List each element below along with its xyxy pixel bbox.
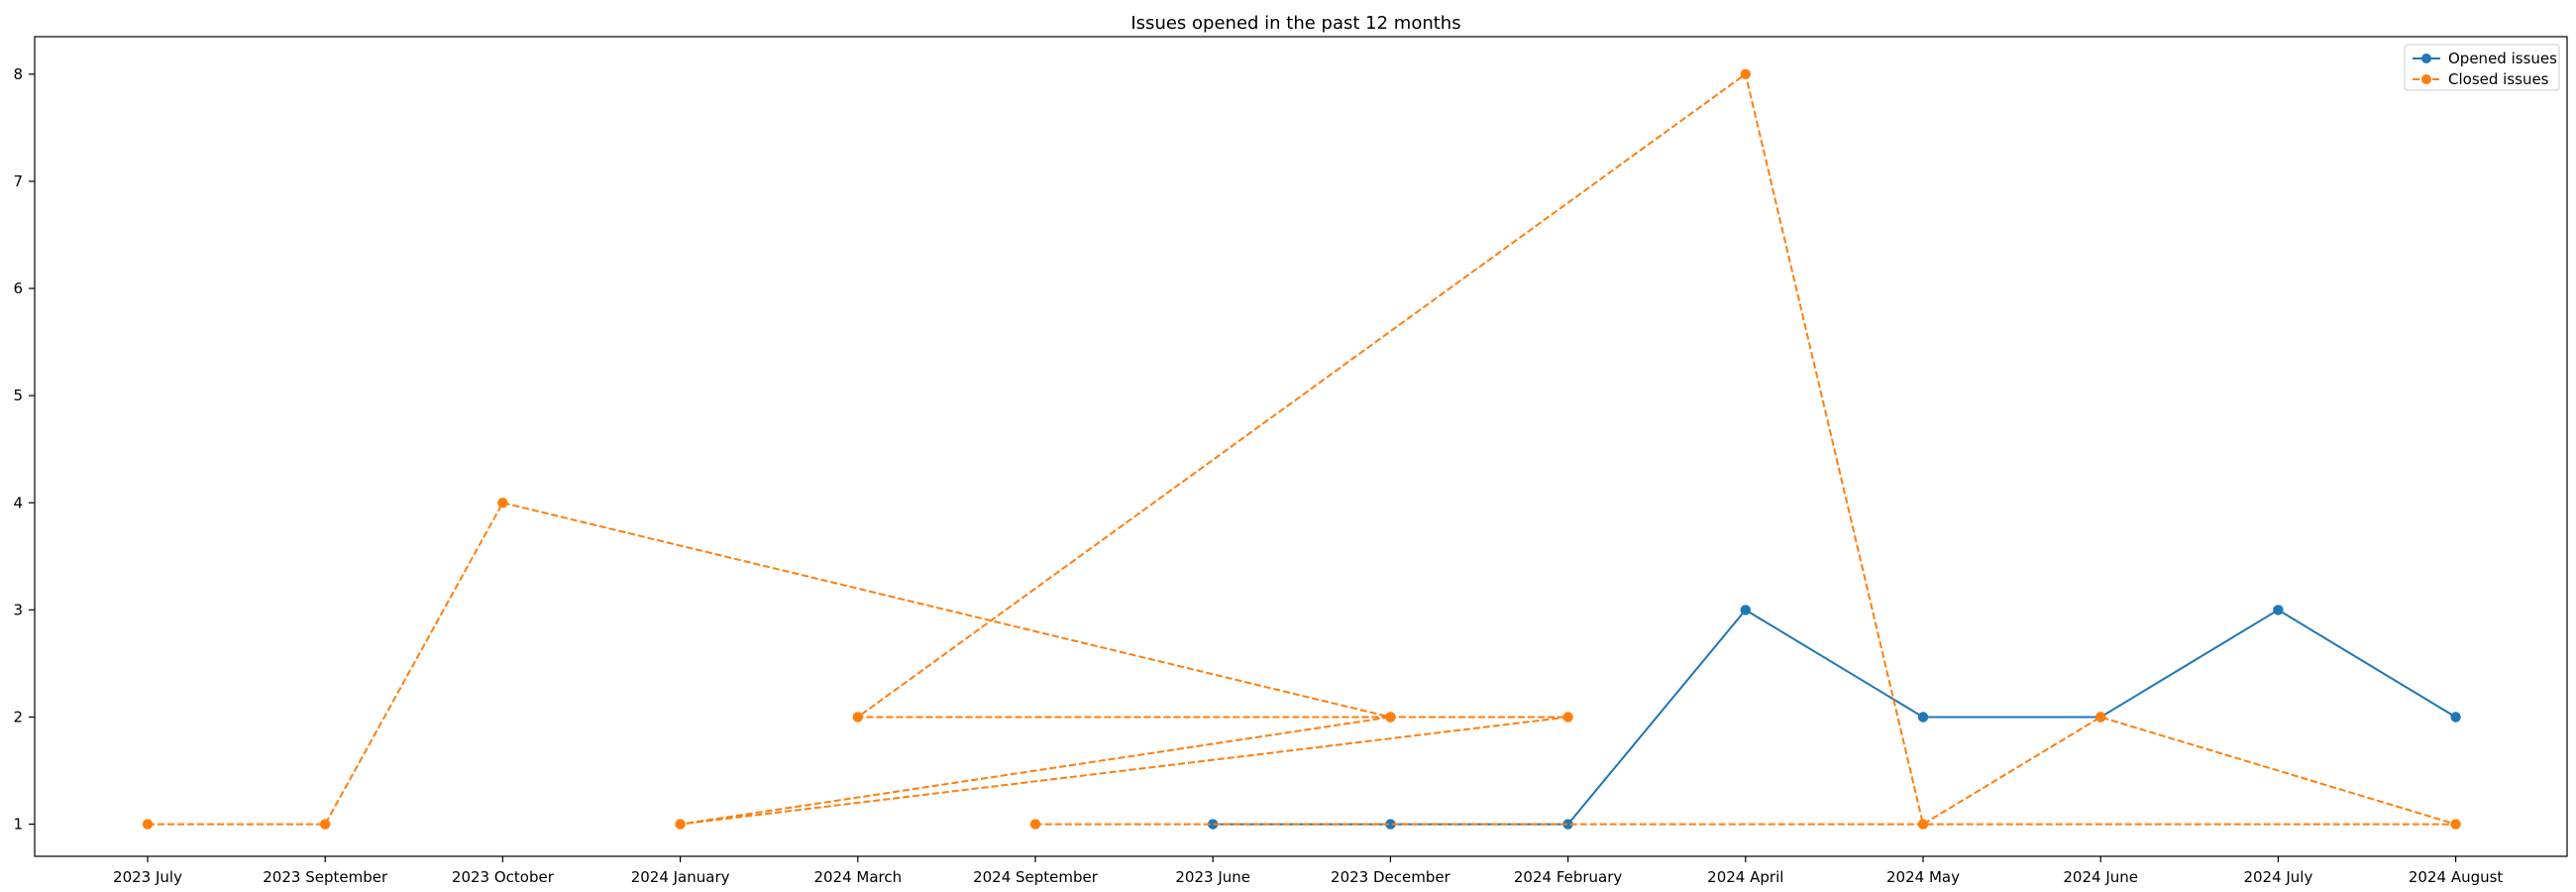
legend-box: [2404, 44, 2560, 91]
data-point-closed-issues: [675, 819, 686, 830]
legend: Opened issues Closed issues: [2404, 44, 2560, 91]
data-point-closed-issues: [2095, 712, 2106, 723]
legend-label: Closed issues: [2448, 70, 2549, 88]
data-point-closed-issues: [2450, 819, 2461, 830]
data-point-closed-issues: [497, 498, 508, 508]
data-point-closed-issues: [852, 712, 863, 723]
y-tick-label: 4: [13, 494, 23, 511]
legend-entry-opened-issues: Opened issues: [2413, 50, 2557, 67]
data-point-opened-issues: [1740, 605, 1752, 615]
x-tick-label: 2024 September: [973, 868, 1099, 886]
series-layer: [142, 68, 2461, 830]
y-tick-label: 6: [13, 279, 23, 297]
data-point-closed-issues: [320, 819, 331, 830]
series-closed-issues: [142, 68, 2461, 830]
x-tick-label: 2023 October: [452, 868, 555, 886]
legend-swatch-marker: [2421, 74, 2431, 84]
x-tick-label: 2023 July: [113, 868, 182, 886]
x-tick-label: 2024 July: [2243, 868, 2312, 886]
x-tick-label: 2023 December: [1331, 868, 1451, 886]
x-tick-label: 2024 June: [2063, 868, 2138, 886]
y-tick-label: 2: [13, 708, 23, 725]
x-tick-label: 2024 April: [1707, 868, 1783, 886]
data-point-closed-issues: [1385, 712, 1396, 723]
series-line-opened-issues: [1213, 609, 2457, 826]
data-point-closed-issues: [1562, 712, 1573, 723]
data-point-opened-issues: [2450, 712, 2461, 723]
legend-swatch-marker: [2421, 54, 2431, 63]
x-tick-label: 2023 September: [263, 868, 388, 886]
data-point-closed-issues: [1029, 819, 1041, 830]
plot-area-frame: [34, 36, 2568, 857]
y-tick-label: 8: [13, 65, 23, 83]
series-opened-issues: [1208, 605, 2461, 830]
y-tick-label: 3: [13, 601, 23, 618]
data-point-closed-issues: [1917, 819, 1929, 830]
data-point-opened-issues: [1562, 819, 1573, 830]
x-axis: 2023 July 2023 September 2023 October 2024 …: [113, 856, 2503, 886]
data-point-opened-issues: [2273, 605, 2284, 615]
x-tick-label: 2023 June: [1175, 868, 1250, 886]
y-tick-label: 1: [13, 816, 23, 834]
x-tick-label: 2024 January: [631, 868, 730, 886]
data-point-closed-issues: [1740, 68, 1752, 80]
data-point-opened-issues: [1208, 819, 1219, 830]
x-tick-label: 2024 February: [1514, 868, 1623, 886]
legend-label: Opened issues: [2448, 50, 2557, 67]
x-tick-label: 2024 March: [813, 868, 902, 886]
data-point-closed-issues: [142, 819, 154, 830]
y-tick-label: 7: [13, 172, 23, 190]
x-tick-label: 2024 May: [1886, 868, 1960, 886]
y-axis: 1 2 3 4 5 6 7 8: [13, 65, 35, 834]
x-tick-label: 2024 August: [2409, 868, 2504, 886]
data-point-opened-issues: [1385, 819, 1396, 830]
legend-entry-closed-issues: Closed issues: [2413, 70, 2549, 88]
chart-title: Issues opened in the past 12 months: [1130, 13, 1460, 34]
y-tick-label: 5: [13, 387, 23, 404]
data-point-opened-issues: [1917, 712, 1929, 723]
